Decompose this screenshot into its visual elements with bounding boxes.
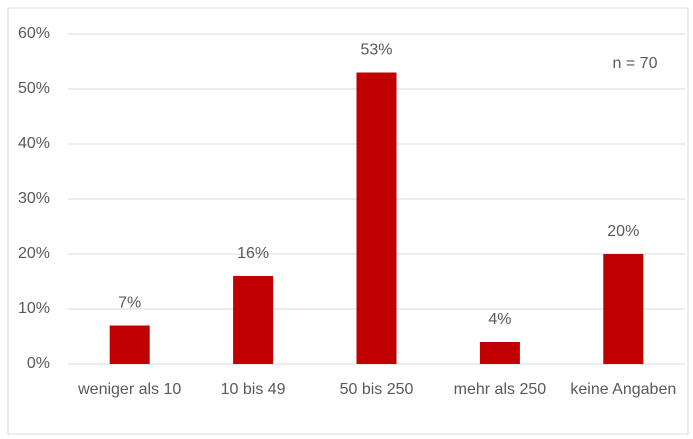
bar — [109, 325, 150, 364]
x-tick-label: mehr als 250 — [454, 381, 547, 398]
bar — [233, 276, 274, 364]
y-tick-label: 10% — [18, 300, 50, 317]
x-tick-label: 10 bis 49 — [221, 381, 286, 398]
data-label: 20% — [607, 223, 639, 240]
data-label: 4% — [488, 311, 511, 328]
chart-frame — [7, 7, 689, 435]
y-tick-label: 60% — [18, 25, 50, 42]
x-tick-label: 50 bis 250 — [340, 381, 414, 398]
x-tick-label: weniger als 10 — [77, 381, 181, 398]
data-label: 53% — [360, 42, 392, 59]
x-tick-label: keine Angaben — [570, 381, 676, 398]
data-label: 16% — [237, 245, 269, 262]
bar — [479, 342, 520, 364]
y-tick-label: 0% — [27, 355, 50, 372]
y-tick-label: 40% — [18, 135, 50, 152]
y-tick-label: 20% — [18, 245, 50, 262]
bar — [356, 72, 397, 364]
data-label: 7% — [118, 295, 141, 312]
bar — [603, 254, 644, 364]
y-tick-label: 50% — [18, 80, 50, 97]
y-tick-label: 30% — [18, 190, 50, 207]
annotation: n = 70 — [613, 55, 658, 72]
